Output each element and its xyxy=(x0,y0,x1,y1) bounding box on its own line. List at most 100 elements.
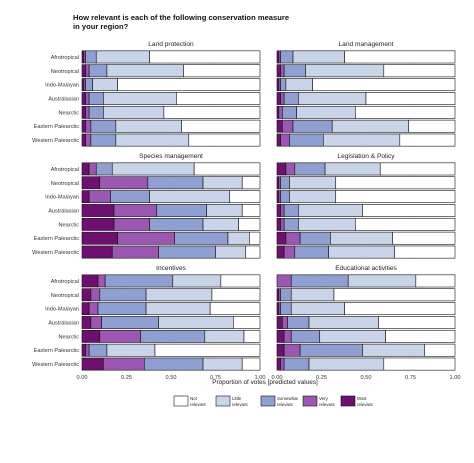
bar-segment-very xyxy=(278,105,283,119)
bar-segment-little xyxy=(202,176,243,190)
chart-title-line2: in your region? xyxy=(73,22,129,31)
bar-segment-not xyxy=(333,288,456,302)
bar-segment-little xyxy=(204,329,245,343)
bar-segment-most xyxy=(81,92,86,105)
legend-swatch xyxy=(302,395,318,407)
bar-segment-little xyxy=(328,245,395,259)
bar-segment-very xyxy=(97,274,106,288)
bar-segment-little xyxy=(92,78,118,92)
bar-segment-most xyxy=(81,133,86,147)
legend-label: relevant xyxy=(190,402,206,407)
bar-segment-somewhat xyxy=(294,245,329,259)
bar-segment-little xyxy=(227,231,250,245)
bar-segment-somewhat xyxy=(90,119,117,133)
bar-segment-very xyxy=(85,92,90,105)
bar-segment-somewhat xyxy=(88,64,108,78)
bar-segment-very xyxy=(280,357,285,371)
bar-segment-little xyxy=(296,105,356,119)
bar-segment-somewhat xyxy=(97,302,147,316)
bar-segment-not xyxy=(394,245,456,259)
bar-segment-not xyxy=(154,343,261,357)
bar-segment-somewhat xyxy=(88,343,108,357)
bar-segment-little xyxy=(322,133,401,147)
bar-segment-most xyxy=(81,162,90,176)
bar-segment-somewhat xyxy=(290,329,321,343)
legend-label: Not xyxy=(190,396,198,401)
panel-incentives: Incentives Afrotropical Neotropical Indo-Ma… xyxy=(32,265,265,381)
bar-segment-somewhat xyxy=(280,302,292,316)
x-tick-label: 0.50 xyxy=(361,375,372,381)
bar-segment-somewhat xyxy=(280,190,290,204)
bar-segment-little xyxy=(362,343,426,357)
bar-segment-most xyxy=(276,204,281,217)
y-tick-label: Australasian xyxy=(48,97,79,103)
bar-segment-very xyxy=(285,162,296,176)
bar-segment-very xyxy=(85,343,90,357)
bar-segment-very xyxy=(285,231,301,245)
bar-segment-very xyxy=(90,288,101,302)
bar-segment-most xyxy=(276,343,285,357)
bar-segment-very xyxy=(113,204,158,217)
legend-label: relevant xyxy=(277,402,293,407)
bar-segment-very xyxy=(88,302,99,316)
y-tick-label: Western Palearctic xyxy=(32,138,79,144)
bar-segment-somewhat xyxy=(158,245,216,259)
bar-segment-little xyxy=(289,190,337,204)
bar-segment-very xyxy=(85,119,92,133)
bar-segment-little xyxy=(106,64,184,78)
bar-segment-most xyxy=(81,316,92,329)
x-tick-label: 0.75 xyxy=(210,375,221,381)
bar-segment-somewhat xyxy=(283,204,299,217)
bar-segment-not xyxy=(149,50,261,64)
x-tick-label: 0.75 xyxy=(405,375,416,381)
y-tick-label: Eastern Palearctic xyxy=(34,236,80,242)
bar-segment-not xyxy=(188,133,261,147)
bar-segment-little xyxy=(106,343,156,357)
y-tick-label: Afrotropical xyxy=(51,167,79,173)
bar-segment-not xyxy=(383,64,456,78)
bar-segment-somewhat xyxy=(283,217,299,231)
panel-legislation-policy: Legislation & Policy xyxy=(276,153,456,259)
bar-segment-most xyxy=(276,92,281,105)
bar-segment-not xyxy=(378,316,456,329)
bar-segment-very xyxy=(113,217,150,231)
y-tick-label: Neotropical xyxy=(51,181,79,187)
bar-segment-little xyxy=(292,50,345,64)
bar-segment-somewhat xyxy=(88,92,104,105)
y-tick-label: Nearctic xyxy=(58,334,79,340)
bar-segment-not xyxy=(355,105,456,119)
bar-segment-very xyxy=(88,190,111,204)
bar-segment-most xyxy=(276,162,287,176)
bar-segment-most xyxy=(276,64,281,78)
bar-segment-most xyxy=(81,288,92,302)
bar-segment-not xyxy=(241,357,261,371)
y-tick-label: Australasian xyxy=(48,209,79,215)
facet-panels: Land protectionAfrotropicalNeotropicalIn… xyxy=(32,41,460,381)
y-tick-label: Western Palearctic xyxy=(32,362,79,368)
bar-segment-not xyxy=(245,245,261,259)
bar-segment-somewhat xyxy=(299,231,331,245)
bar-segment-not xyxy=(117,78,261,92)
bar-segment-very xyxy=(282,316,288,329)
bar-segment-not xyxy=(385,329,456,343)
y-tick-label: Neotropical xyxy=(51,293,79,299)
bar-segment-somewhat xyxy=(156,204,207,217)
bar-segment-not xyxy=(344,50,456,64)
chart-title: How relevant is each of the following co… xyxy=(73,13,289,22)
bar-segment-not xyxy=(312,78,456,92)
bar-segment-little xyxy=(111,162,195,176)
y-tick-label: Nearctic xyxy=(58,222,79,228)
bar-segment-very xyxy=(280,133,290,147)
bar-segment-little xyxy=(308,316,379,329)
legend-label: Somewhat xyxy=(277,396,299,401)
bar-segment-most xyxy=(81,119,86,133)
bar-segment-not xyxy=(335,176,456,190)
bar-segment-not xyxy=(241,176,261,190)
bar-segment-little xyxy=(308,357,385,371)
bar-segment-very xyxy=(85,133,92,147)
bar-segment-little xyxy=(298,217,356,231)
bar-segment-little xyxy=(172,274,222,288)
